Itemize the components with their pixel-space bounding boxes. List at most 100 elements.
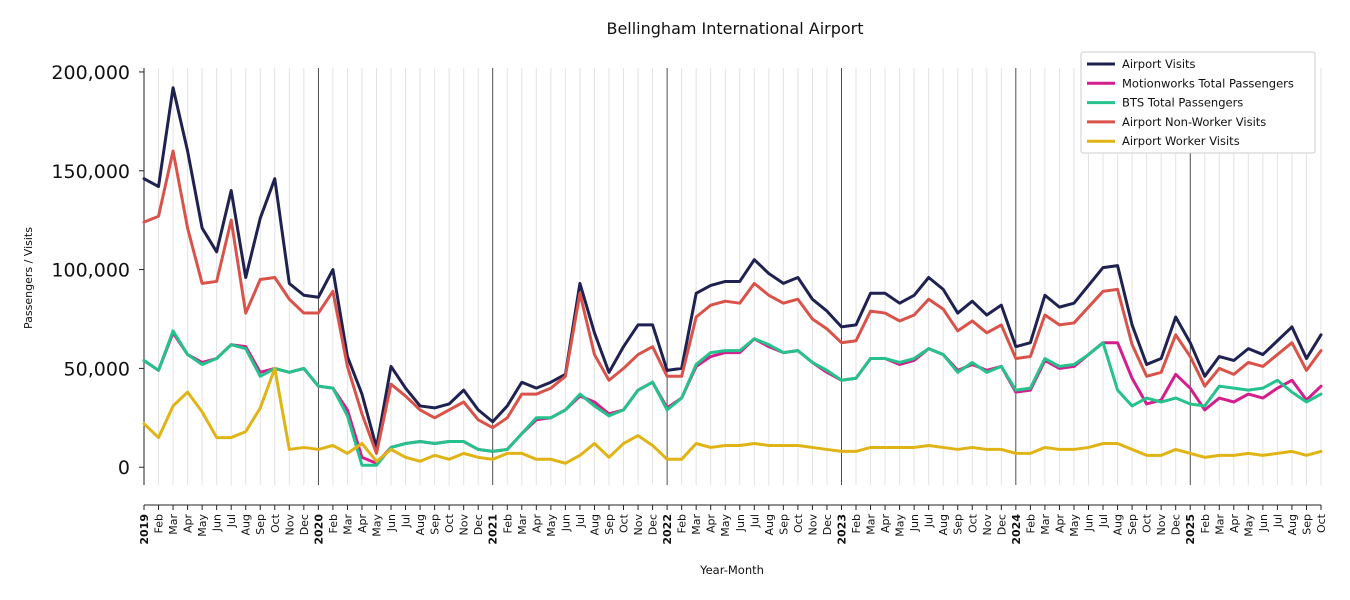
x-tick-month-label: Jun: [908, 514, 921, 532]
y-tick-label: 50,000: [64, 358, 130, 380]
x-tick-month-label: Oct: [443, 513, 456, 533]
x-tick-month-label: Aug: [588, 514, 601, 535]
x-tick-month-label: Mar: [1213, 514, 1226, 535]
x-tick-month-label: Sep: [429, 514, 442, 535]
x-tick-month-label: Jul: [748, 514, 761, 528]
x-tick-month-label: Nov: [981, 514, 994, 536]
legend-label: BTS Total Passengers: [1122, 96, 1243, 110]
x-tick-month-label: Jun: [1083, 514, 1096, 532]
y-tick-label: 150,000: [51, 161, 130, 183]
x-tick-month-label: Aug: [937, 514, 950, 535]
x-tick-year-label: 2024: [1010, 514, 1023, 545]
x-tick-month-label: Jun: [559, 514, 572, 532]
x-tick-month-label: Dec: [1170, 514, 1183, 535]
x-tick-month-label: Apr: [1228, 514, 1241, 534]
x-tick-month-label: Feb: [1024, 514, 1037, 533]
x-tick-month-label: Oct: [618, 513, 631, 533]
x-tick-month-label: Mar: [516, 514, 529, 535]
x-tick-month-label: Dec: [647, 514, 660, 535]
x-tick-month-label: Feb: [327, 514, 340, 533]
series-line-airport-non-worker-visits: [142, 149, 1323, 455]
x-tick-month-label: Sep: [1300, 514, 1313, 535]
x-tick-month-label: May: [196, 514, 209, 537]
x-tick-month-label: Mar: [341, 514, 354, 535]
x-tick-month-label: Aug: [240, 514, 253, 535]
x-tick-year-label: 2020: [312, 514, 325, 545]
x-tick-month-label: Apr: [182, 514, 195, 534]
x-tick-month-label: Jun: [211, 514, 224, 532]
x-tick-month-label: Jun: [385, 514, 398, 532]
x-tick-year-label: 2023: [835, 514, 848, 545]
x-tick-month-label: Mar: [1039, 514, 1052, 535]
x-tick-month-label: Apr: [705, 514, 718, 534]
x-tick-month-label: Apr: [356, 514, 369, 534]
x-tick-month-label: Feb: [501, 514, 514, 533]
legend-frame: [1080, 51, 1316, 154]
x-tick-month-label: Dec: [821, 514, 834, 535]
x-tick-month-label: May: [894, 514, 907, 537]
legend-label: Motionworks Total Passengers: [1122, 76, 1294, 90]
x-tick-month-label: May: [545, 514, 558, 537]
x-tick-month-label: Nov: [632, 514, 645, 536]
x-tick-month-label: Jul: [225, 514, 238, 528]
x-tick-month-label: Jul: [1271, 514, 1284, 528]
x-tick-month-label: Apr: [530, 514, 543, 534]
x-tick-month-label: Sep: [254, 514, 267, 535]
x-tick-year-label: 2019: [138, 514, 151, 545]
x-tick-month-label: Oct: [966, 513, 979, 533]
x-tick-month-label: Feb: [850, 514, 863, 533]
y-axis-label: Passengers / Visits: [22, 227, 35, 329]
series-line-bts-total-passengers: [142, 329, 1323, 467]
legend-items: Airport Visits Motionworks Total Passenge…: [1087, 57, 1294, 148]
x-tick-month-label: Jun: [1257, 514, 1270, 532]
series-line-airport-worker-visits: [142, 366, 1323, 465]
x-tick-month-label: Nov: [458, 514, 471, 536]
x-tick-month-label: Sep: [952, 514, 965, 535]
x-tick-month-label: May: [1068, 514, 1081, 537]
x-tick-month-label: Feb: [153, 514, 166, 533]
x-tick-year-label: 2025: [1184, 514, 1197, 545]
x-tick-month-label: Oct: [1141, 513, 1154, 533]
x-tick-month-label: Jul: [574, 514, 587, 528]
legend: Airport Visits Motionworks Total Passenge…: [1080, 51, 1316, 154]
x-tick-month-label: Aug: [1286, 514, 1299, 535]
y-tick-label: 0: [118, 457, 130, 479]
x-tick-month-label: Nov: [1155, 514, 1168, 536]
x-tick-month-label: Sep: [1126, 514, 1139, 535]
grid-layer: [143, 68, 1322, 485]
x-tick-month-label: May: [1242, 514, 1255, 537]
x-tick-month-label: Aug: [414, 514, 427, 535]
x-tick-month-label: Mar: [690, 514, 703, 535]
x-tick-month-label: Feb: [1199, 514, 1212, 533]
x-tick-month-label: Apr: [879, 514, 892, 534]
x-tick-month-label: May: [719, 514, 732, 537]
x-tick-month-label: Apr: [1053, 514, 1066, 534]
x-tick-month-label: Oct: [1315, 513, 1328, 533]
x-tick-month-label: Jul: [400, 514, 413, 528]
series-line-airport-visits: [142, 86, 1323, 449]
series-layer: [142, 86, 1323, 467]
x-tick-month-label: Aug: [763, 514, 776, 535]
legend-label: Airport Non-Worker Visits: [1122, 115, 1266, 129]
x-tick-month-label: Jul: [923, 514, 936, 528]
x-tick-year-label: 2021: [487, 514, 500, 545]
x-tick-month-label: Dec: [995, 514, 1008, 535]
x-tick-month-label: Nov: [283, 514, 296, 536]
x-tick-month-label: Sep: [777, 514, 790, 535]
x-tick-month-label: Dec: [472, 514, 485, 535]
x-tick-month-label: Jun: [734, 514, 747, 532]
legend-label: Airport Visits: [1122, 57, 1196, 71]
y-tick-label: 100,000: [51, 260, 130, 282]
x-tick-month-label: Feb: [676, 514, 689, 533]
axes-layer: [143, 68, 1321, 506]
x-tick-month-label: Nov: [806, 514, 819, 536]
x-tick-month-label: Oct: [792, 513, 805, 533]
chart-title: Bellingham International Airport: [606, 19, 863, 38]
x-axis-label: Year-Month: [699, 563, 764, 577]
x-tick-month-label: May: [370, 514, 383, 537]
x-tick-month-label: Aug: [1112, 514, 1125, 535]
x-tick-month-label: Mar: [865, 514, 878, 535]
